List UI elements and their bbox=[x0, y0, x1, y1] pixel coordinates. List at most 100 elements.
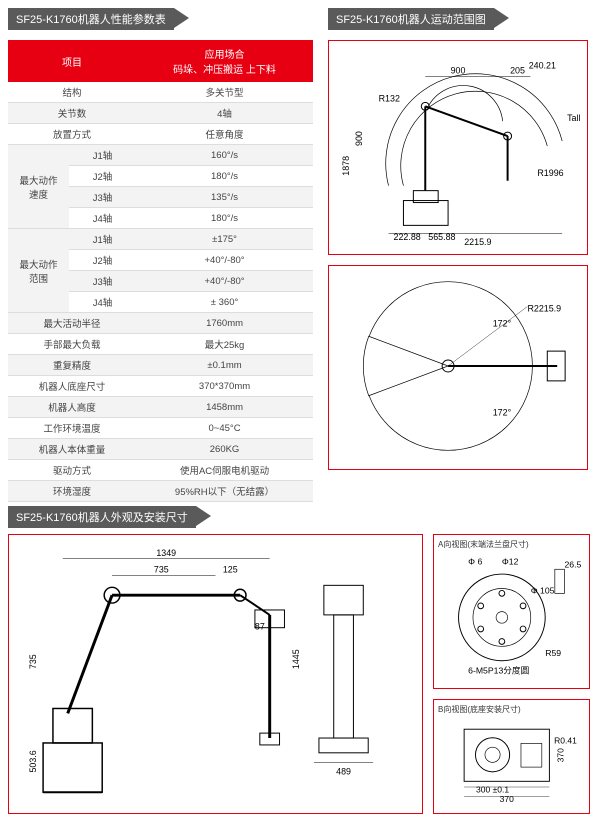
row-value: 370*370mm bbox=[136, 376, 313, 397]
table-row: 机器人本体重量260KG bbox=[8, 439, 313, 460]
row-label: 驱动方式 bbox=[8, 460, 136, 481]
row-value: 最大25kg bbox=[136, 334, 313, 355]
axis-label: J1轴 bbox=[69, 145, 136, 166]
motion-side-diagram: 900 205 240.21 R132 900 1878 R1996 Tall … bbox=[328, 40, 588, 255]
svg-text:1445: 1445 bbox=[291, 649, 301, 669]
row-label: 关节数 bbox=[8, 103, 136, 124]
svg-text:R0.41: R0.41 bbox=[554, 735, 577, 745]
svg-text:6-M5P13分度圆: 6-M5P13分度圆 bbox=[468, 664, 529, 675]
svg-text:565.88: 565.88 bbox=[428, 232, 455, 242]
svg-text:2215.9: 2215.9 bbox=[464, 237, 491, 246]
axis-value: 180°/s bbox=[136, 208, 313, 229]
row-value: 任意角度 bbox=[136, 124, 313, 145]
axis-label: J3轴 bbox=[69, 187, 136, 208]
svg-text:Φ12: Φ12 bbox=[502, 556, 519, 566]
row-label: 工作环境温度 bbox=[8, 418, 136, 439]
svg-text:900: 900 bbox=[451, 66, 466, 76]
axis-value: 180°/s bbox=[136, 166, 313, 187]
base-view-diagram: B向视图(底座安装尺寸) R0.41 370 300 ±0.1 370 bbox=[433, 699, 590, 814]
axis-value: 160°/s bbox=[136, 145, 313, 166]
table-row: 手部最大负载最大25kg bbox=[8, 334, 313, 355]
row-value: 0~45°C bbox=[136, 418, 313, 439]
axis-label: J4轴 bbox=[69, 208, 136, 229]
axis-value: +40°/-80° bbox=[136, 250, 313, 271]
motion-top-diagram: 172° 172° R2215.9 bbox=[328, 265, 588, 470]
svg-text:Φ 6: Φ 6 bbox=[468, 556, 482, 566]
table-row: 驱动方式使用AC伺服电机驱动 bbox=[8, 460, 313, 481]
row-value: 多关节型 bbox=[136, 82, 313, 103]
motion-range-section: SF25-K1760机器人运动范围图 900 205 240.21 R132 9… bbox=[328, 8, 588, 470]
svg-text:240.21: 240.21 bbox=[529, 61, 556, 71]
row-value: 1458mm bbox=[136, 397, 313, 418]
axis-label: J2轴 bbox=[69, 166, 136, 187]
spec-table: 项目 应用场合 码垛、冲压搬运 上下料 结构多关节型关节数4轴放置方式任意角度最… bbox=[8, 40, 313, 502]
axis-label: J1轴 bbox=[69, 229, 136, 250]
svg-text:172°: 172° bbox=[493, 408, 512, 418]
axis-label: J2轴 bbox=[69, 250, 136, 271]
spec-table-section: SF25-K1760机器人性能参数表 项目 应用场合 码垛、冲压搬运 上下料 结… bbox=[8, 8, 313, 502]
row-value: 95%RH以下（无结露） bbox=[136, 481, 313, 502]
col-header-item: 项目 bbox=[8, 40, 136, 82]
svg-text:735: 735 bbox=[154, 565, 169, 575]
axis-value: ±175° bbox=[136, 229, 313, 250]
table-row: 最大活动半径1760mm bbox=[8, 313, 313, 334]
table-row: 放置方式任意角度 bbox=[8, 124, 313, 145]
table-row: 关节数4轴 bbox=[8, 103, 313, 124]
svg-text:87: 87 bbox=[255, 622, 265, 632]
svg-text:205: 205 bbox=[510, 66, 525, 76]
svg-text:R59: R59 bbox=[545, 648, 561, 658]
row-value: ±0.1mm bbox=[136, 355, 313, 376]
flange-title: A向视图(末端法兰盘尺寸) bbox=[438, 539, 585, 550]
appearance-header: SF25-K1760机器人外观及安装尺寸 bbox=[8, 506, 196, 528]
table-row: 机器人底座尺寸370*370mm bbox=[8, 376, 313, 397]
svg-text:503.6: 503.6 bbox=[28, 750, 38, 772]
axis-value: +40°/-80° bbox=[136, 271, 313, 292]
svg-text:1878: 1878 bbox=[341, 156, 351, 176]
svg-text:222.88: 222.88 bbox=[394, 232, 421, 242]
col-header-app: 应用场合 码垛、冲压搬运 上下料 bbox=[136, 40, 313, 82]
svg-text:489: 489 bbox=[336, 766, 351, 776]
table-row: 重复精度±0.1mm bbox=[8, 355, 313, 376]
motion-range-header: SF25-K1760机器人运动范围图 bbox=[328, 8, 494, 30]
row-label: 最大活动半径 bbox=[8, 313, 136, 334]
table-row: 机器人高度1458mm bbox=[8, 397, 313, 418]
table-row: 工作环境温度0~45°C bbox=[8, 418, 313, 439]
spec-table-header: SF25-K1760机器人性能参数表 bbox=[8, 8, 174, 30]
axis-label: J4轴 bbox=[69, 292, 136, 313]
row-value: 1760mm bbox=[136, 313, 313, 334]
table-row: 最大动作 速度J1轴160°/s bbox=[8, 145, 313, 166]
table-row: 环境湿度95%RH以下（无结露） bbox=[8, 481, 313, 502]
group-label: 最大动作 范围 bbox=[8, 229, 69, 313]
svg-text:300 ±0.1: 300 ±0.1 bbox=[476, 785, 509, 795]
axis-label: J3轴 bbox=[69, 271, 136, 292]
row-label: 机器人本体重量 bbox=[8, 439, 136, 460]
base-title: B向视图(底座安装尺寸) bbox=[438, 704, 585, 715]
svg-text:26.5: 26.5 bbox=[564, 559, 581, 569]
appearance-diagram: 1349 735 125 87 1445 735 503.6 bbox=[8, 534, 423, 814]
svg-text:172°: 172° bbox=[493, 318, 512, 328]
row-label: 重复精度 bbox=[8, 355, 136, 376]
flange-view-diagram: A向视图(末端法兰盘尺寸) Φ 6 Φ12 Φ 105 26.5 R59 6-M… bbox=[433, 534, 590, 689]
svg-text:Φ 105: Φ 105 bbox=[531, 585, 555, 595]
svg-text:1349: 1349 bbox=[156, 548, 176, 558]
svg-text:370: 370 bbox=[500, 794, 514, 804]
svg-text:R1996: R1996 bbox=[537, 168, 563, 178]
table-row: 最大动作 范围J1轴±175° bbox=[8, 229, 313, 250]
row-label: 手部最大负载 bbox=[8, 334, 136, 355]
row-value: 4轴 bbox=[136, 103, 313, 124]
svg-text:735: 735 bbox=[28, 654, 38, 669]
svg-text:370: 370 bbox=[556, 748, 566, 762]
axis-value: 135°/s bbox=[136, 187, 313, 208]
row-value: 使用AC伺服电机驱动 bbox=[136, 460, 313, 481]
svg-text:R132: R132 bbox=[379, 93, 400, 103]
appearance-section: SF25-K1760机器人外观及安装尺寸 1349 735 125 bbox=[8, 506, 590, 528]
table-row: 结构多关节型 bbox=[8, 82, 313, 103]
group-label: 最大动作 速度 bbox=[8, 145, 69, 229]
row-label: 结构 bbox=[8, 82, 136, 103]
row-label: 放置方式 bbox=[8, 124, 136, 145]
row-label: 机器人底座尺寸 bbox=[8, 376, 136, 397]
svg-text:Tall: Tall bbox=[567, 113, 580, 123]
axis-value: ± 360° bbox=[136, 292, 313, 313]
svg-text:900: 900 bbox=[354, 131, 364, 146]
row-label: 机器人高度 bbox=[8, 397, 136, 418]
